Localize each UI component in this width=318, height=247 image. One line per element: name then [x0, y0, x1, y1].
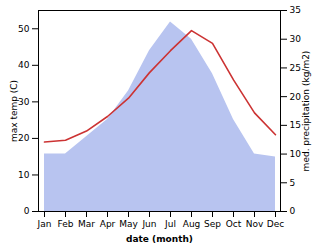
svg-text:10: 10	[18, 170, 30, 180]
svg-text:Feb: Feb	[58, 219, 74, 229]
svg-text:max temp (C): max temp (C)	[9, 80, 19, 142]
svg-text:10: 10	[290, 149, 302, 159]
svg-text:Nov: Nov	[246, 219, 264, 229]
svg-text:40: 40	[18, 60, 30, 70]
svg-text:Mar: Mar	[78, 219, 95, 229]
svg-text:35: 35	[290, 5, 301, 15]
svg-text:25: 25	[290, 63, 301, 73]
svg-text:0: 0	[24, 206, 30, 216]
svg-text:Jan: Jan	[37, 219, 52, 229]
svg-text:0: 0	[290, 206, 296, 216]
svg-text:20: 20	[18, 133, 30, 143]
svg-text:Oct: Oct	[226, 219, 242, 229]
svg-text:50: 50	[18, 24, 30, 34]
svg-text:Apr: Apr	[100, 219, 116, 229]
svg-text:Sep: Sep	[204, 219, 221, 229]
svg-text:Dec: Dec	[267, 219, 284, 229]
svg-text:med. precipitation (kg/m2): med. precipitation (kg/m2)	[301, 51, 311, 172]
svg-text:Jun: Jun	[141, 219, 156, 229]
svg-text:5: 5	[290, 178, 296, 188]
svg-text:May: May	[119, 219, 138, 229]
svg-text:30: 30	[290, 34, 302, 44]
svg-text:Jul: Jul	[164, 219, 176, 229]
svg-text:date (month): date (month)	[126, 234, 193, 244]
svg-text:20: 20	[290, 92, 302, 102]
svg-text:15: 15	[290, 120, 301, 130]
svg-text:30: 30	[18, 97, 30, 107]
svg-text:Aug: Aug	[183, 219, 201, 229]
